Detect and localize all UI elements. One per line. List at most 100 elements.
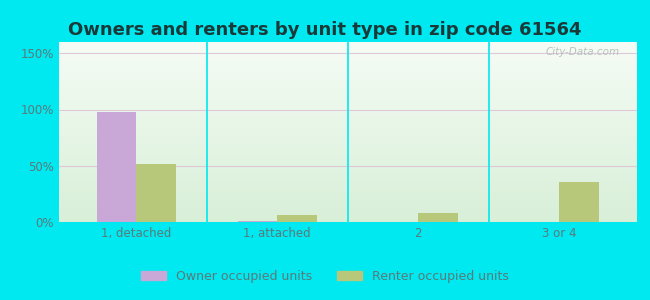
Bar [58,112,637,114]
Bar [58,191,637,193]
Bar [58,128,637,130]
Bar [58,60,637,62]
Text: Owners and renters by unit type in zip code 61564: Owners and renters by unit type in zip c… [68,21,582,39]
Bar [58,172,637,173]
Bar [58,116,637,118]
Bar [58,157,637,159]
Bar [58,206,637,208]
Bar [58,64,637,65]
Bar [58,55,637,56]
Bar [58,87,637,89]
Bar [58,109,637,110]
Bar [58,89,637,91]
Bar [58,137,637,139]
Bar [58,218,637,220]
Bar [58,132,637,134]
Bar [58,100,637,101]
Bar [238,221,277,222]
Bar [58,213,637,215]
Bar [58,188,637,190]
Bar [58,182,637,184]
Bar [58,125,637,127]
Bar [58,114,637,116]
Bar [58,78,637,80]
Bar [58,44,637,46]
Bar [58,155,637,157]
Bar [58,69,637,71]
Bar [58,211,637,213]
Bar [277,215,317,222]
Bar [58,163,637,164]
Bar [58,65,637,67]
Bar [58,217,637,218]
Text: City-Data.com: City-Data.com [545,47,619,57]
Bar [58,195,637,197]
Bar [58,145,637,146]
Bar [58,67,637,69]
Bar [58,51,637,53]
Bar [58,80,637,82]
Bar [58,161,637,163]
Bar [58,136,637,137]
Bar [58,175,637,177]
Bar [58,92,637,94]
Bar [97,112,136,222]
Bar [58,143,637,145]
Bar [58,159,637,161]
Bar [58,123,637,125]
Bar [58,49,637,51]
Bar [58,164,637,166]
Bar [58,190,637,191]
Bar [58,85,637,87]
Bar [58,199,637,200]
Bar [58,62,637,64]
Bar [560,182,599,222]
Bar [58,193,637,195]
Bar [58,53,637,55]
Bar [58,71,637,73]
Bar [58,110,637,112]
Bar [58,96,637,98]
Bar [58,173,637,175]
Bar [58,121,637,123]
Bar [58,154,637,155]
Bar [58,42,637,44]
Bar [136,164,176,222]
Bar [419,213,458,222]
Bar [58,200,637,202]
Bar [58,168,637,170]
Bar [58,101,637,103]
Bar [58,74,637,76]
Bar [58,94,637,96]
Bar [58,134,637,136]
Bar [58,184,637,186]
Bar [58,127,637,128]
Bar [58,146,637,148]
Bar [58,166,637,168]
Bar [58,220,637,222]
Bar [58,46,637,47]
Bar [58,58,637,60]
Bar [58,148,637,150]
Bar [58,103,637,105]
Bar [58,208,637,209]
Bar [58,181,637,182]
Bar [58,118,637,119]
Bar [58,204,637,206]
Bar [58,73,637,74]
Bar [58,119,637,121]
Bar [58,150,637,152]
Bar [58,179,637,181]
Bar [58,47,637,49]
Bar [58,141,637,143]
Bar [58,186,637,188]
Bar [58,209,637,211]
Bar [58,105,637,107]
Bar [58,130,637,132]
Legend: Owner occupied units, Renter occupied units: Owner occupied units, Renter occupied un… [136,265,514,288]
Bar [58,139,637,141]
Bar [58,107,637,109]
Bar [58,76,637,78]
Bar [58,56,637,58]
Bar [58,202,637,204]
